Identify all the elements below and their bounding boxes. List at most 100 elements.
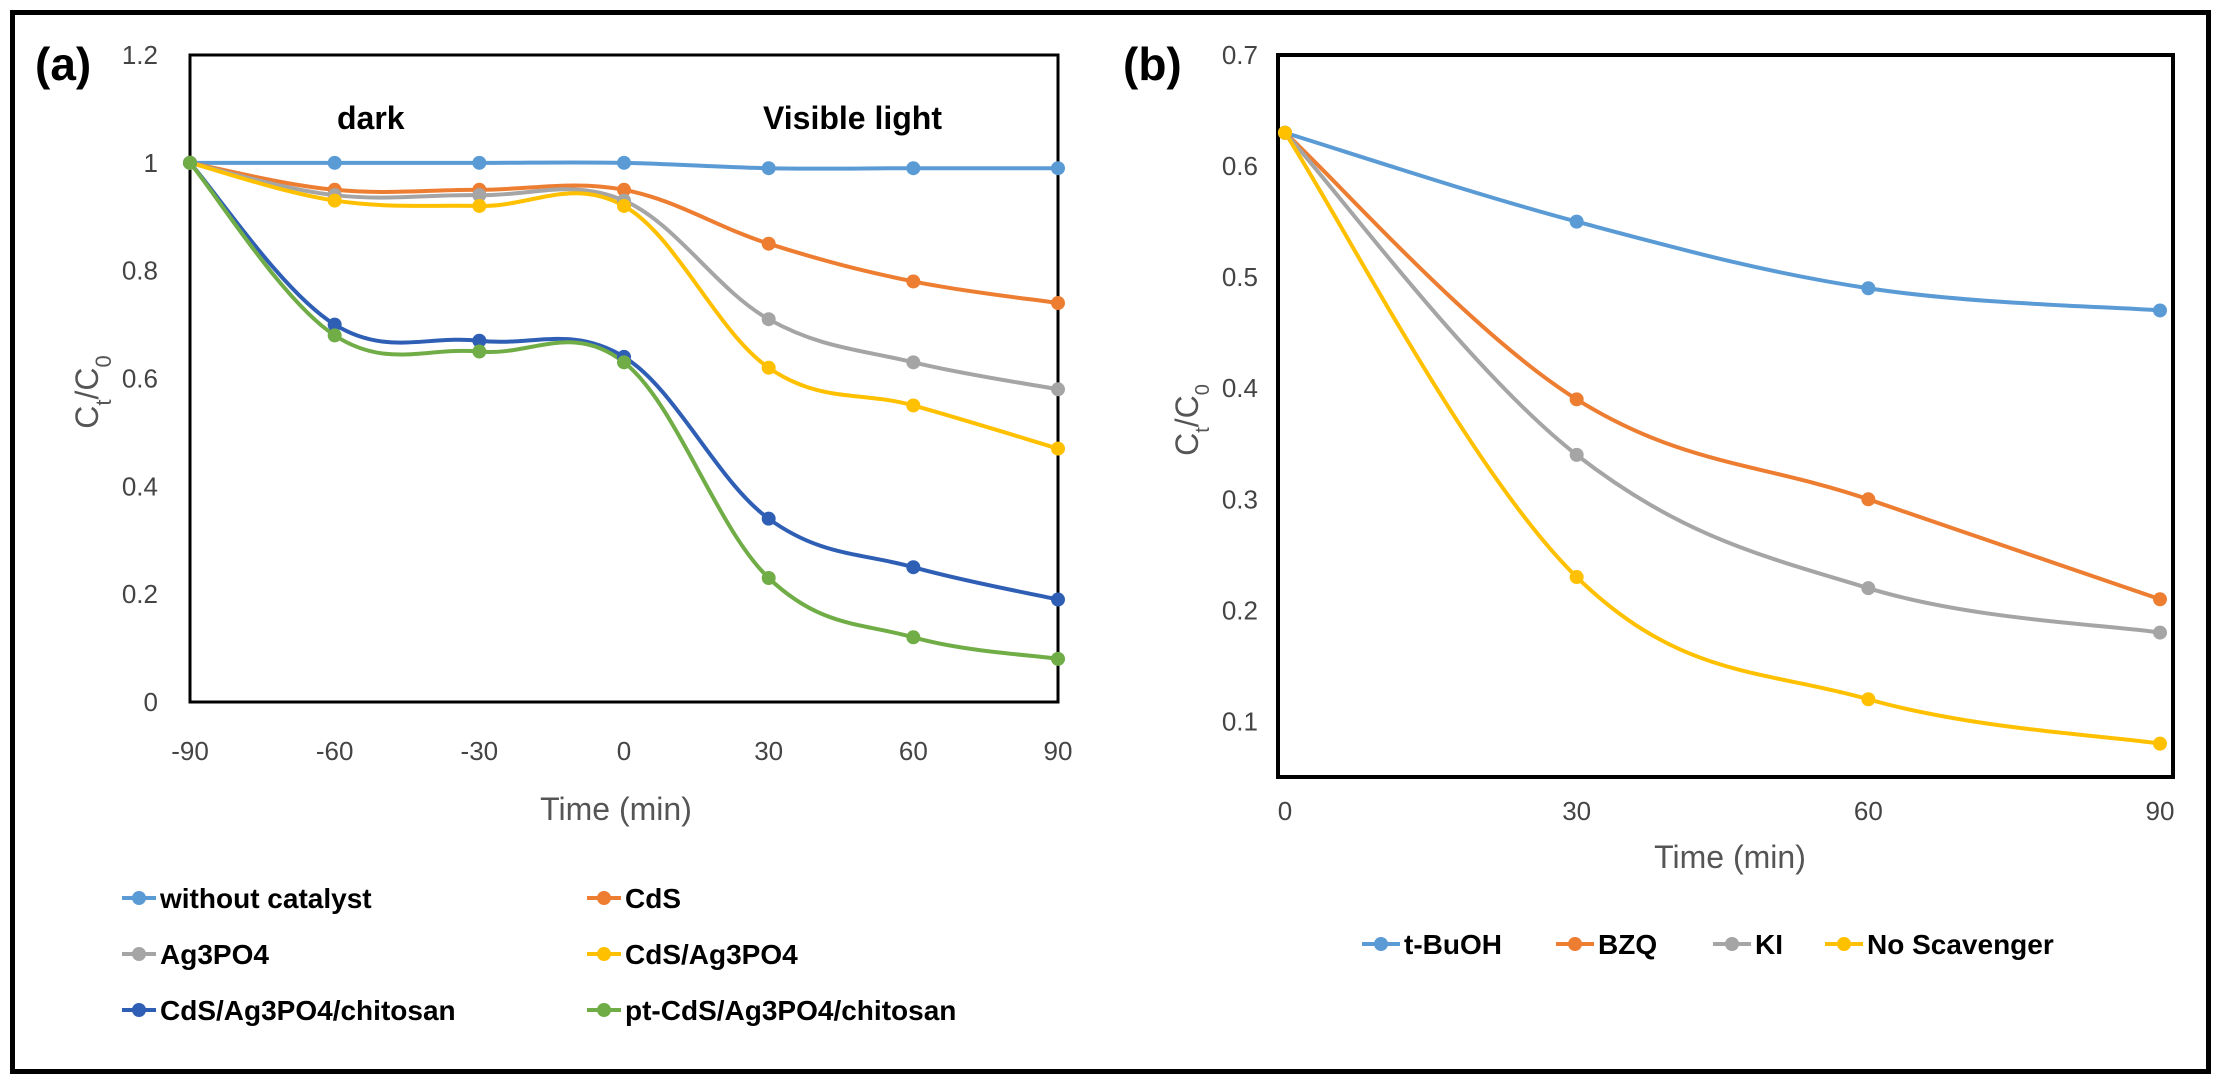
data-point-without-catalyst [1051, 161, 1065, 176]
legend-swatch-marker [132, 1003, 146, 1017]
data-point-no-scavenger [1569, 570, 1584, 585]
panel-b-chart: (b) 0.1 0.2 0.3 0.4 0.5 0.6 0.7 0 30 60 90 Time (… [1123, 38, 2175, 960]
y-tick-label: 0 [144, 687, 158, 717]
y-tick-label: 1 [144, 148, 158, 178]
legend-swatch-marker [1725, 937, 1739, 951]
x-tick-label: 0 [617, 736, 631, 766]
data-point-without-catalyst [761, 161, 776, 176]
legend-item-cds: CdS [587, 883, 681, 914]
legend-swatch-marker [1374, 937, 1388, 951]
x-tick-label: 90 [2146, 796, 2175, 826]
y-label-sub-t: t [1192, 427, 1214, 433]
annotation-dark: dark [337, 100, 405, 136]
data-point-ki [2153, 625, 2167, 640]
y-tick-label: 0.4 [122, 471, 158, 501]
data-point-no-scavenger [2153, 736, 2167, 751]
data-point-cds-ag3po4 [472, 198, 487, 213]
data-point-without-catalyst [472, 155, 487, 170]
panel-b-label: (b) [1123, 38, 1182, 90]
panel-a-legend: without catalyst CdS Ag3PO4 CdS/Ag3PO4 CdS/A… [122, 883, 956, 1026]
x-tick-label: 60 [899, 736, 928, 766]
legend-label: CdS/Ag3PO4 [625, 939, 798, 970]
legend-item-cds-ag3po4-chitosan: CdS/Ag3PO4/chitosan [122, 995, 456, 1026]
legend-swatch-marker [1568, 937, 1582, 951]
data-point-ki [1569, 447, 1584, 462]
y-tick-label: 1.2 [122, 40, 158, 70]
data-point-pt-cds-ag3po4-chitosan [617, 355, 631, 370]
x-tick-label: -30 [461, 736, 499, 766]
y-tick-label: 0.6 [1222, 151, 1258, 181]
x-tick-label: -90 [171, 736, 209, 766]
data-point-cds-ag3po4-chitosan [906, 560, 921, 575]
legend-item-pt-cds-ag3po4-chitosan: pt-CdS/Ag3PO4/chitosan [587, 995, 956, 1026]
series-line-cds-ag3po4-chitosan [188, 161, 1059, 602]
data-point-cds-ag3po4 [906, 398, 921, 413]
data-point-ag3po4 [472, 188, 487, 203]
legend-item-cds-ag3po4: CdS/Ag3PO4 [587, 939, 798, 970]
x-tick-label: 0 [1278, 796, 1292, 826]
legend-label: KI [1755, 929, 1783, 960]
series-line-t-buoh [1284, 130, 2161, 313]
y-tick-label: 0.7 [1222, 40, 1258, 70]
legend-swatch-marker [132, 947, 146, 961]
data-point-pt-cds-ag3po4-chitosan [327, 328, 342, 343]
data-point-cds-ag3po4 [327, 193, 342, 208]
data-point-t-buoh [2153, 303, 2167, 318]
panel-a-x-axis-label: Time (min) [540, 791, 692, 827]
legend-swatch-marker [597, 947, 611, 961]
legend-swatch-marker [597, 1003, 611, 1017]
y-label-sep: /C [1169, 395, 1205, 427]
data-point-pt-cds-ag3po4-chitosan [472, 344, 487, 359]
data-point-pt-cds-ag3po4-chitosan [1051, 651, 1065, 666]
legend-item-no-scavenger: No Scavenger [1825, 929, 2054, 960]
x-tick-label: 60 [1854, 796, 1883, 826]
legend-swatch-marker [1837, 937, 1851, 951]
y-label-sub-t: t [91, 400, 116, 406]
annotation-visible-light: Visible light [763, 100, 942, 136]
data-point-pt-cds-ag3po4-chitosan [906, 630, 921, 645]
panel-b-x-axis-label: Time (min) [1654, 839, 1806, 875]
data-point-t-buoh [1861, 281, 1876, 296]
x-tick-label: 30 [754, 736, 783, 766]
y-label-sep: /C [69, 368, 105, 400]
data-point-bzq [1569, 392, 1584, 407]
legend-item-t-buoh: t-BuOH [1362, 929, 1502, 960]
data-point-cds-ag3po4 [761, 360, 776, 375]
legend-swatch-marker [132, 891, 146, 905]
panel-b-plot-area [1276, 53, 2175, 779]
data-point-cds-ag3po4-chitosan [327, 317, 342, 332]
data-point-bzq [1861, 492, 1876, 507]
data-point-pt-cds-ag3po4-chitosan [761, 570, 776, 585]
data-point-cds-ag3po4 [1051, 441, 1065, 456]
data-point-bzq [2153, 592, 2167, 607]
panel-b-y-axis-label: Ct/C0 [1169, 384, 1214, 456]
data-point-t-buoh [1569, 214, 1584, 229]
data-point-ag3po4 [761, 312, 776, 327]
data-point-cds-ag3po4-chitosan [1051, 592, 1065, 607]
y-tick-label: 0.8 [122, 256, 158, 286]
panel-a-label: (a) [35, 38, 91, 90]
data-point-ki [1861, 581, 1876, 596]
y-tick-label: 0.3 [1222, 484, 1258, 514]
panel-a-y-axis-label: Ct/C0 [69, 355, 116, 428]
legend-swatch-marker [597, 891, 611, 905]
x-tick-label: 90 [1044, 736, 1073, 766]
legend-label: No Scavenger [1867, 929, 2054, 960]
data-point-ag3po4 [1051, 382, 1065, 397]
y-label-c: C [69, 406, 105, 429]
figure-frame [10, 10, 2211, 1074]
legend-item-ki: KI [1713, 929, 1783, 960]
x-tick-label: -60 [316, 736, 354, 766]
y-tick-label: 0.2 [1222, 595, 1258, 625]
legend-label: t-BuOH [1404, 929, 1502, 960]
data-point-without-catalyst [327, 155, 342, 170]
data-point-ag3po4 [906, 355, 921, 370]
panel-a-chart: (a) 0 0.2 0.4 0.6 0.8 1 1.2 -90 -60 -30 0 30 60 90 d… [35, 38, 1072, 1026]
legend-item-ag3po4: Ag3PO4 [122, 939, 269, 970]
data-point-without-catalyst [617, 155, 631, 170]
y-tick-label: 0.6 [122, 364, 158, 394]
series-line-bzq [1283, 131, 2161, 602]
y-label-sub-0: 0 [91, 355, 116, 367]
panel-a-plot-area [188, 53, 1060, 704]
